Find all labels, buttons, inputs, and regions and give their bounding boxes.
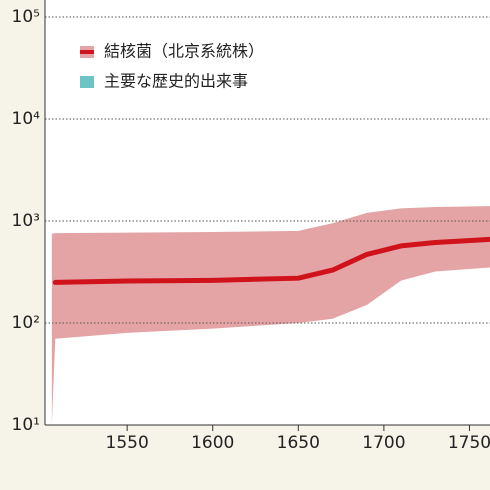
x-tick-label: 1550 [106,433,149,453]
legend-swatch [80,50,94,54]
line [52,236,490,285]
x-tick-label: 1700 [362,433,405,453]
y-tick-label: 10¹ [12,415,40,435]
y-tick-label: 10² [12,313,40,333]
y-tick-label: 10⁴ [12,109,41,129]
legend-label: 主要な歴史的出来事 [104,72,248,91]
y-tick-label: 10³ [12,211,40,231]
confidence-band [51,206,490,425]
x-tick-label: 1750 [448,433,490,453]
legend-swatch [80,76,94,88]
y-tick-label: 10⁵ [12,7,40,27]
legend-label: 結核菌（北京系統株） [104,42,264,61]
x-tick-label: 1650 [277,433,320,453]
x-tick-label: 1600 [191,433,234,453]
axes: 10¹ 10² 10³ 10⁴ 10⁵ 1550 1600 1650 1700 1750 結核菌（北… [12,0,490,453]
plot [51,206,490,425]
